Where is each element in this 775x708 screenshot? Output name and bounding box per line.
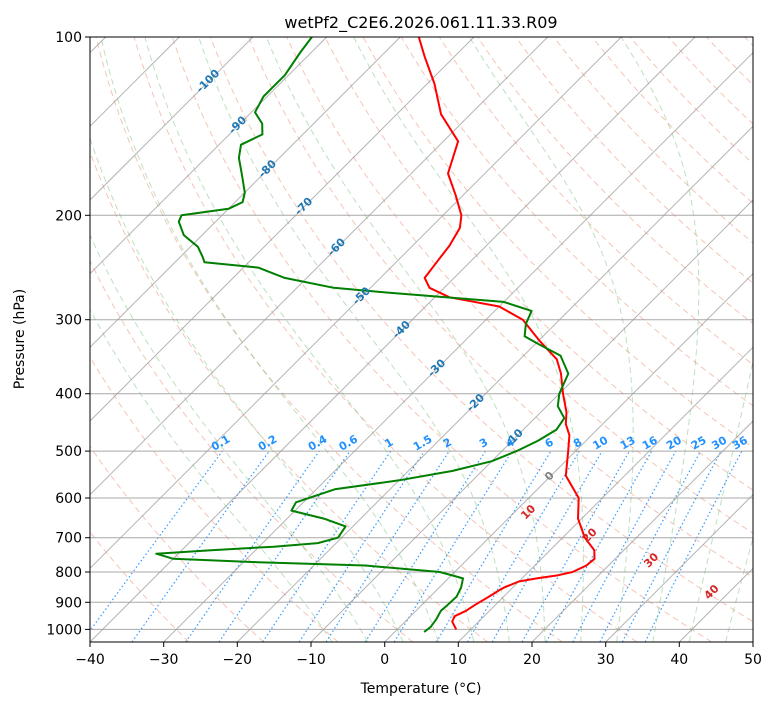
isotherm-line [457,346,753,642]
x-tick-label: 50 [744,652,762,668]
isotherm-line [90,37,254,201]
isotherm-line [90,37,549,496]
isotherm-line [531,420,753,642]
moist-adiabat-line [198,37,510,642]
mixing-ratio-line [572,450,677,642]
moist-adiabat-line [90,308,333,642]
dewpoint-trace [155,37,570,633]
moist-adiabat-line [688,358,753,642]
x-axis-label: Temperature (°C) [360,681,482,697]
isotherm-line [90,37,475,422]
y-axis-ticks: 100 200 300 400 500 600 700 800 900 1000 [46,30,90,638]
dry-adiabat-line [629,37,753,165]
x-tick-label: 0 [380,652,389,668]
y-axis-label: Pressure (hPa) [12,289,28,389]
y-tick-label: 1000 [46,622,82,638]
y-tick-label: 900 [55,595,82,611]
chart-title: wetPf2_C2E6.2026.061.11.33.R09 [284,13,557,33]
mixing-ratio-line [364,450,486,642]
mixing-ratio-line [185,450,320,642]
isobars [90,37,753,630]
x-tick-label: 20 [523,652,541,668]
isotherm-line [605,493,753,642]
moist-adiabat-line [100,37,439,642]
y-tick-label: 300 [55,313,82,329]
isotherm-line [163,51,753,642]
dry-adiabat-line [591,37,753,204]
moist-adiabat-line [620,37,700,642]
y-tick-label: 700 [55,531,82,547]
moist-adiabat-line [90,136,404,642]
isotherm-line [384,272,753,642]
mixing-ratio-line [393,450,513,642]
dry-adiabat-line [133,37,638,642]
dry-adiabat-line [477,37,753,325]
x-tick-label: 40 [670,652,688,668]
mixing-ratio-line [218,450,351,642]
x-axis-ticks: −40 −30 −20 −10 0 10 20 30 40 50 [75,642,762,668]
mixing-ratio-line [521,450,631,642]
sounding-traces [155,37,596,633]
isotherms [90,37,753,642]
y-tick-label: 200 [55,208,82,224]
y-tick-label: 500 [55,444,82,460]
plot-area [90,37,753,642]
x-tick-label: 10 [449,652,467,668]
x-tick-label: −40 [75,652,105,668]
dry-adiabat-line [324,37,753,491]
dry-adiabat-line [515,37,753,284]
mixing-ratio-line [466,450,580,642]
isotherm-line [90,37,401,349]
mixing-ratio-line [131,450,270,642]
x-tick-label: −10 [296,652,326,668]
dry-adiabat-line [400,37,753,407]
isotherm-line [90,37,696,642]
isotherm-line [90,37,622,570]
dry-adiabat-line [90,445,264,642]
dry-adiabat-line [95,37,563,642]
y-tick-label: 800 [55,565,82,581]
moist-adiabats [90,37,753,642]
moist-adiabat-line [144,37,475,642]
isotherm-line [236,125,753,642]
y-tick-label: 400 [55,387,82,403]
isotherm-line [310,199,753,642]
moist-adiabat-line [265,37,546,642]
y-tick-label: 100 [55,30,82,46]
moist-adiabat-line [353,37,584,642]
mixing-ratio-line [435,450,552,642]
dry-adiabat-line [90,259,414,642]
dry-adiabat-line [171,37,712,642]
temperature-trace [417,37,596,630]
x-tick-label: −20 [223,652,253,668]
isotherm-line [90,37,328,275]
x-tick-label: −30 [149,652,179,668]
moist-adiabat-line [725,536,753,642]
mixing-ratio-line [90,450,223,632]
mixing-ratio-line [491,450,603,642]
plot-frame [89,36,754,643]
dry-adiabat-line [248,37,753,578]
x-tick-label: 30 [597,652,615,668]
mixing-ratio-line [325,450,450,642]
y-tick-label: 600 [55,491,82,507]
moist-adiabat-line [90,233,369,642]
